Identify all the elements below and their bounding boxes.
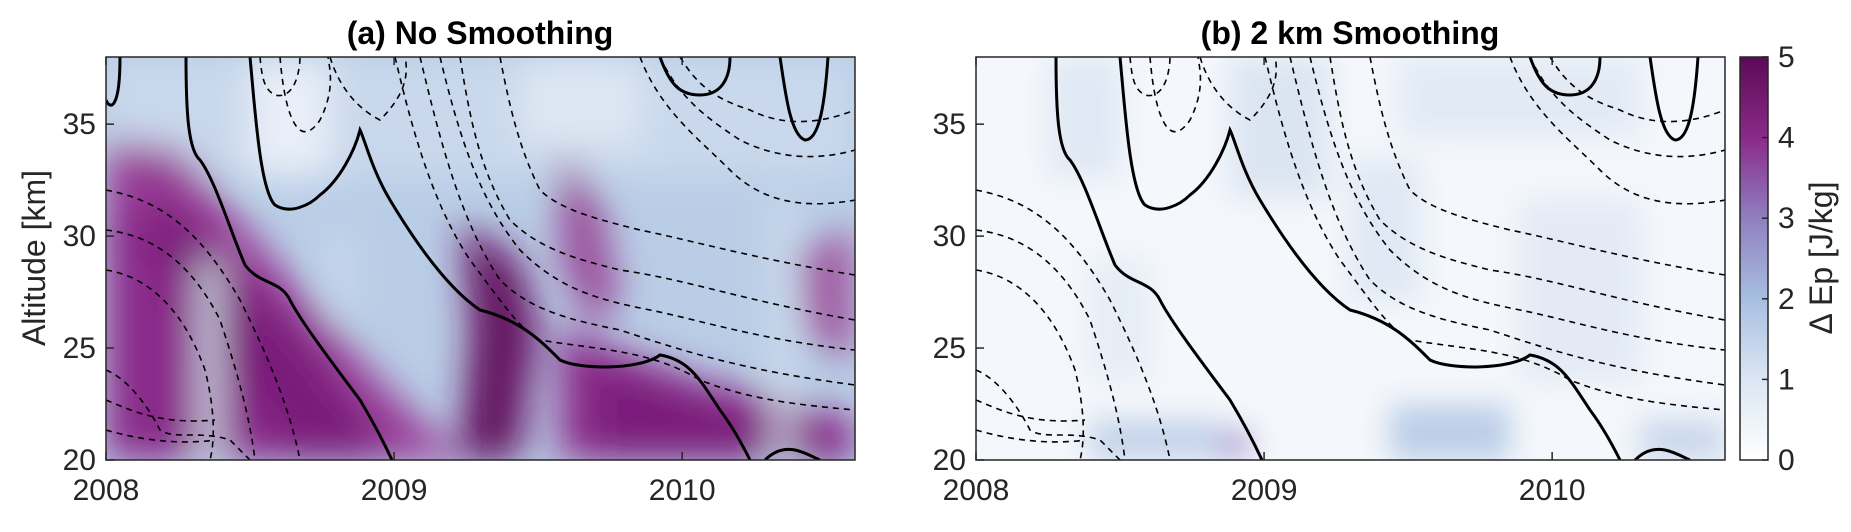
panel-a-xtick-label: 2008 (73, 474, 140, 507)
colorbar-ticks: 0 1 2 3 4 5 (1762, 41, 1795, 477)
panel-a-xtick-label: 2009 (361, 474, 428, 507)
panel-a-ytick-label: 35 (63, 108, 96, 141)
colorbar-tick-label: 3 (1778, 202, 1795, 235)
panel-b: 2008 2009 2010 20 25 30 35 (b) 2 km Smoothing (933, 15, 1726, 507)
panel-b-xtick-label: 2009 (1231, 474, 1298, 507)
colorbar: 0 1 2 3 4 5 Δ Ep [J/kg] (1739, 41, 1839, 477)
colorbar-tick-label: 5 (1778, 41, 1795, 74)
panel-b-xtick-label: 2010 (1519, 474, 1586, 507)
colorbar-gradient (1739, 56, 1769, 461)
panel-b-ticks: 2008 2009 2010 20 25 30 35 (933, 57, 1586, 507)
panel-b-solid-contours (1054, 57, 1700, 460)
panel-b-title: (b) 2 km Smoothing (1201, 15, 1500, 51)
panel-a-ytick-label: 25 (63, 332, 96, 365)
panel-a-heatmap (106, 57, 855, 460)
panel-a-ylabel: Altitude [km] (16, 170, 52, 346)
panel-a-ticks: 2008 2009 2010 20 25 30 35 (63, 57, 716, 507)
panel-b-ytick-label: 20 (933, 444, 966, 477)
panel-b-heatmap (976, 57, 1725, 460)
panel-b-ytick-label: 35 (933, 108, 966, 141)
panel-b-axes-box (975, 56, 1726, 461)
colorbar-label: Δ Ep [J/kg] (1803, 182, 1839, 335)
panel-b-ytick-label: 30 (933, 220, 966, 253)
panel-a-ytick-label: 30 (63, 220, 96, 253)
panel-a: 2008 2009 2010 20 25 30 35 (a) No Smoothing Al… (16, 15, 856, 507)
colorbar-tick-label: 0 (1778, 444, 1795, 477)
panel-b-ytick-label: 25 (933, 332, 966, 365)
panel-a-axes-box (105, 56, 856, 461)
panel-a-xtick-label: 2010 (649, 474, 716, 507)
panel-a-ytick-label: 20 (63, 444, 96, 477)
panel-a-title: (a) No Smoothing (347, 15, 614, 51)
colorbar-tick-label: 1 (1778, 363, 1795, 396)
panel-a-solid-contours (106, 57, 830, 460)
colorbar-tick-label: 2 (1778, 283, 1795, 316)
panel-b-xtick-label: 2008 (943, 474, 1010, 507)
colorbar-tick-label: 4 (1778, 122, 1795, 155)
